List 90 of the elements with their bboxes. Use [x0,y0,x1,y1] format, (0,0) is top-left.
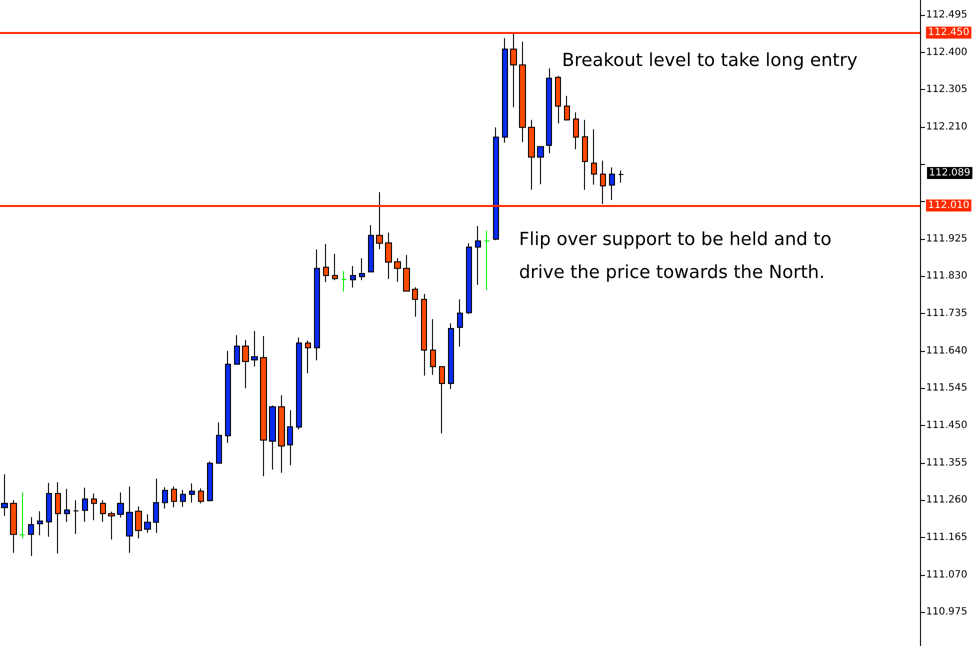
candlestick [555,75,561,124]
candlestick [19,492,25,539]
candlestick [1,474,8,516]
candlestick [403,254,410,292]
candlestick [359,258,365,281]
candlestick [171,486,177,508]
candlestick [153,478,159,534]
y-tick-label: 111.545 [926,382,968,394]
y-tick-label: 111.450 [926,420,968,432]
annotation: Breakout level to take long entry [562,50,858,71]
candlestick [350,266,356,288]
candlestick [46,482,52,538]
candlestick [385,232,392,280]
candlestick [278,394,285,474]
candlestick [225,350,231,444]
candlestick [332,253,338,281]
candlestick [296,337,302,430]
candlestick [430,318,436,376]
candlestick [421,293,427,376]
candlestick [144,514,151,534]
candlestick [28,516,34,557]
candlestick [448,322,454,390]
candlestick [73,500,79,535]
candlestick [528,119,535,190]
candlestick [376,192,383,250]
y-tick-label: 111.165 [926,532,968,544]
candlestick [609,166,615,201]
candlestick [216,422,222,464]
ref-line-label: 112.450 [928,27,970,38]
candlestick [457,298,463,348]
candlestick [582,119,588,190]
candlestick [91,493,97,521]
candlestick [135,506,142,539]
candlestick [37,510,43,536]
candlestick [341,270,347,292]
candlestick [117,492,124,518]
candlestick [502,38,508,144]
candlestick [82,487,88,522]
candlestick [314,249,320,361]
y-tick-label: 112.495 [926,9,968,20]
y-tick-label: 111.260 [926,494,968,506]
y-tick-label: 111.925 [926,233,968,244]
candlestick [55,482,61,554]
candlestick [242,339,249,389]
candlestick [546,68,552,154]
text: 112.089 [929,168,970,178]
y-tick-label: 111.355 [926,457,968,468]
candlestick [162,486,168,509]
y-tick-label: 112.400 [926,46,968,58]
candlestick [466,242,472,314]
candlestick [519,41,526,143]
y-tick-label: 111.070 [926,569,968,580]
candlestick [368,224,374,272]
candlestick [591,128,597,186]
candlestick [189,482,195,504]
candlestick [260,335,267,477]
candlestick [126,486,133,554]
candlestick [305,340,311,374]
candlestick [484,230,490,290]
candlestick [618,170,624,184]
candlestick [10,500,17,554]
y-tick-label: 111.735 [926,308,968,320]
candlestick [100,500,106,522]
candlestick [600,160,606,204]
annotation: Flip over support to be held and to drive the price towards the North. [519,229,832,283]
y-tick-label: 111.640 [926,345,968,356]
candlestick [251,330,258,368]
candlestick [207,460,213,502]
ref-line-label: 112.010 [928,200,970,212]
candlestick [323,244,329,283]
candlestick [180,490,186,508]
y-tick-label: 112.210 [926,121,968,132]
candlestick [510,32,517,108]
candlestick [475,225,481,286]
candlestick [537,146,544,185]
candlestick [198,488,204,504]
candlestick [439,366,445,434]
candlestick [287,410,293,466]
candlestick [64,488,70,522]
candlestick [269,405,276,470]
candlestick [412,286,418,318]
y-tick-label: 112.305 [926,84,968,96]
candlestick [573,112,579,150]
candlestick [234,334,240,365]
candlestick [493,126,499,241]
y-tick-label: 110.975 [926,606,968,618]
candlestick [394,258,401,282]
candlestick [564,95,570,122]
y-tick-label: 111.830 [926,270,968,282]
candlestick [108,511,115,540]
